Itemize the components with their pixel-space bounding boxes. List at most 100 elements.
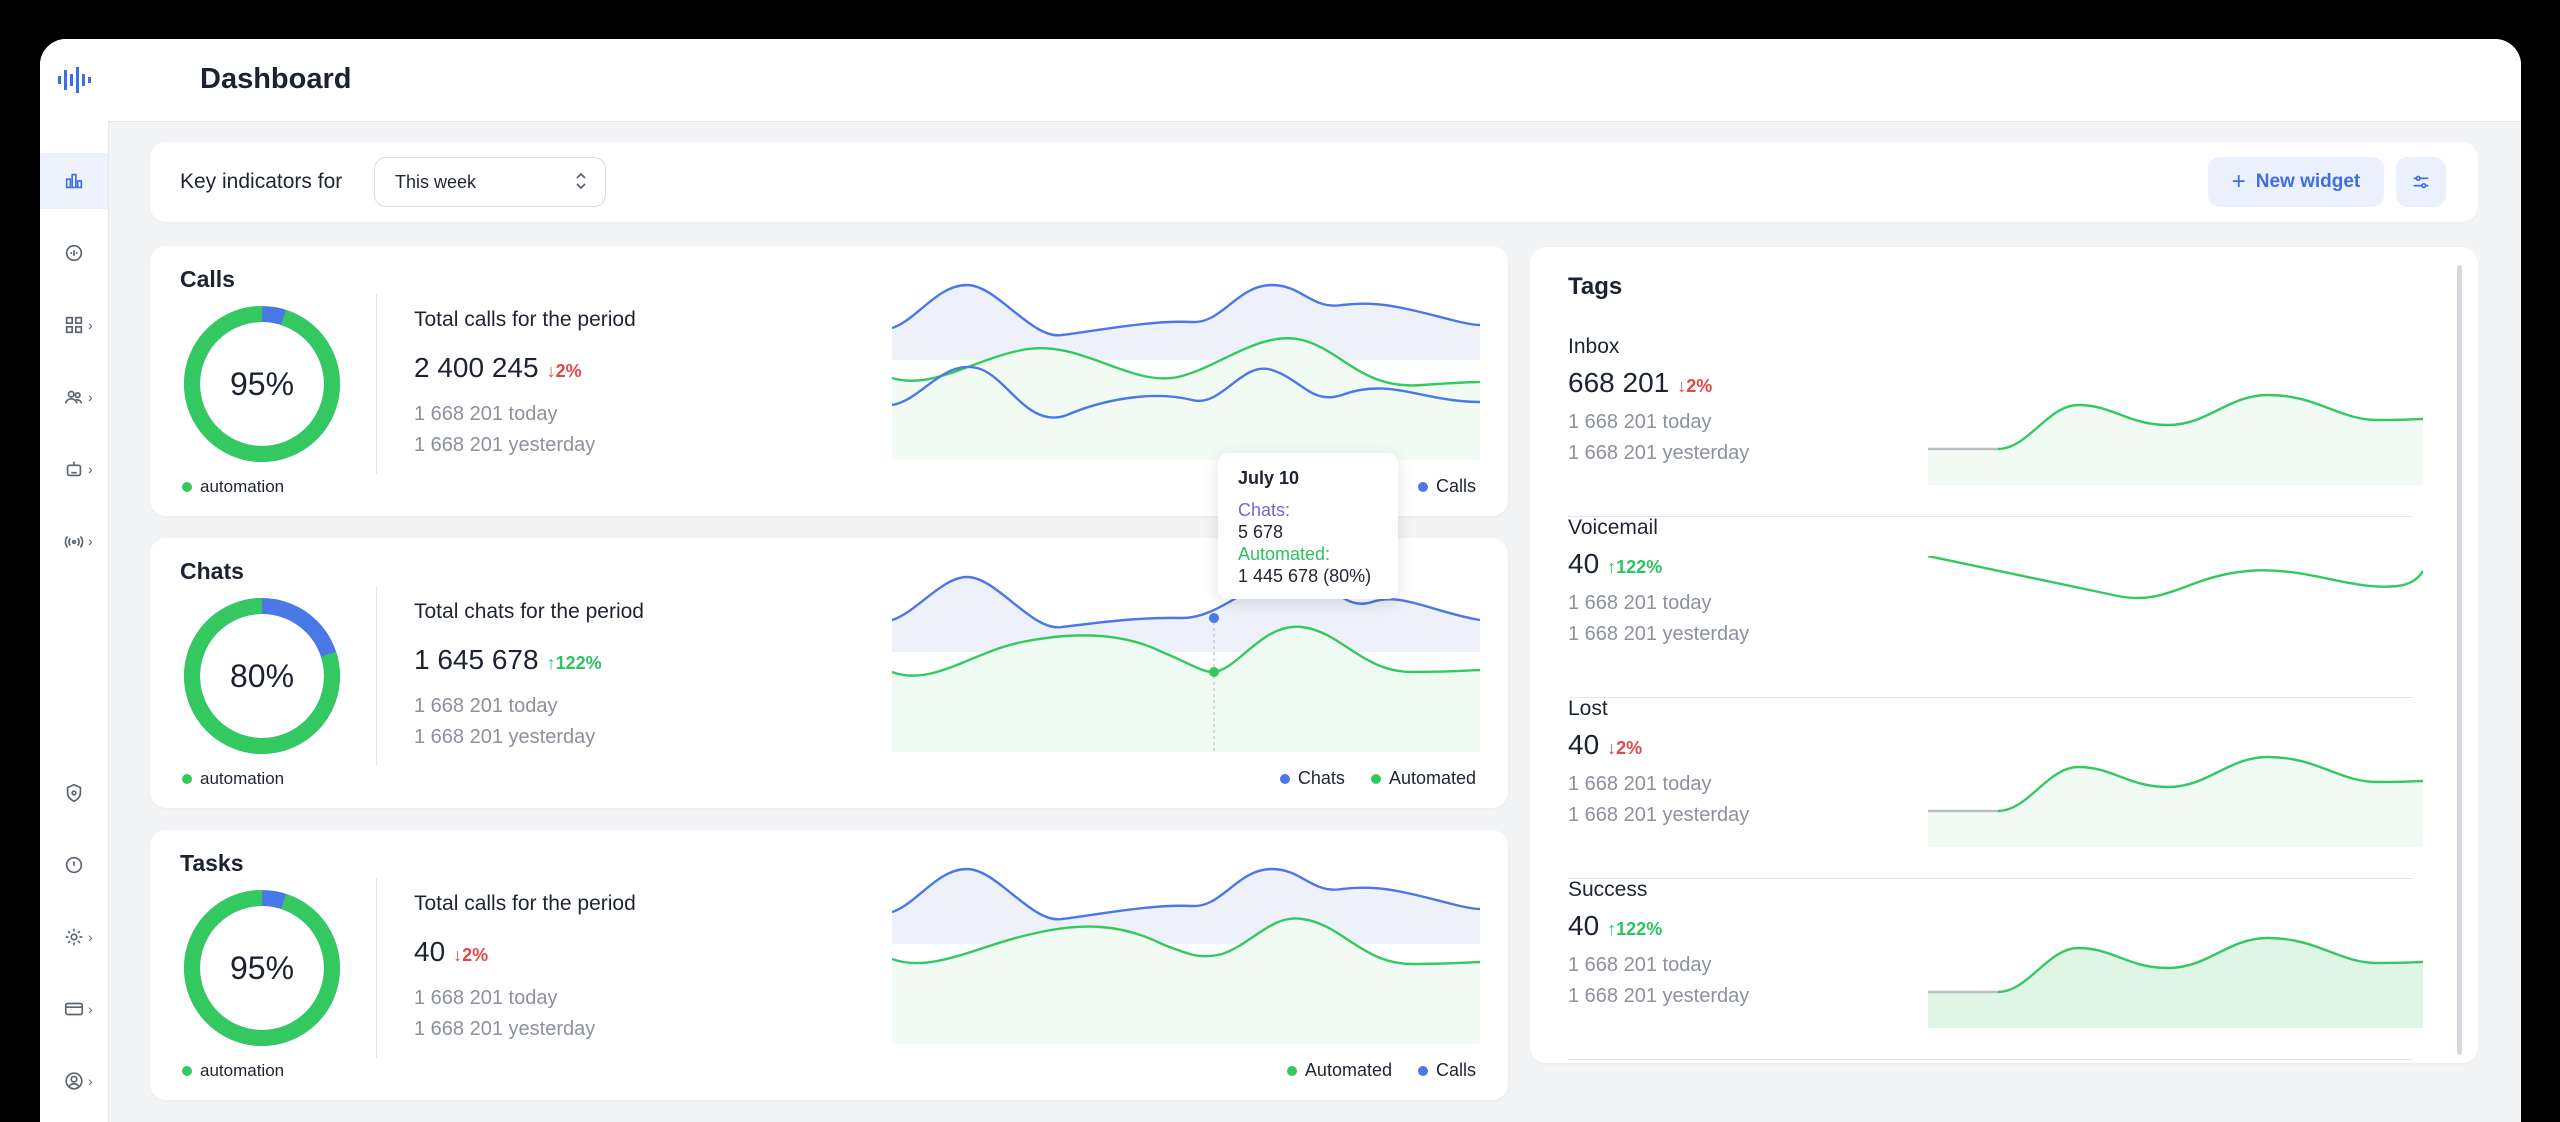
yesterday-value: 1 668 201 yesterday bbox=[1568, 804, 1750, 826]
sidebar-item-security[interactable] bbox=[40, 765, 108, 821]
new-widget-label: New widget bbox=[2255, 171, 2361, 192]
tasks-card: Tasks 95% automation Total calls for the… bbox=[150, 830, 1508, 1100]
donut-percent: 95% bbox=[229, 366, 295, 402]
donut-automation-arc bbox=[184, 890, 340, 1046]
chevron-right-icon: › bbox=[88, 317, 93, 333]
legend-item-automated: Automated bbox=[1370, 768, 1476, 789]
chevron-right-icon: › bbox=[88, 1073, 93, 1089]
delta-badge: ↑122% bbox=[1607, 919, 1663, 939]
bot-icon bbox=[66, 461, 82, 477]
sidebar-item-billing[interactable]: › bbox=[40, 981, 108, 1037]
today-value: 1 668 201 today bbox=[1568, 773, 1712, 795]
yesterday-value: 1 668 201 yesterday bbox=[414, 1018, 596, 1040]
tag-row-success[interactable]: Success 40 ↑122% 1 668 201 today 1 668 20… bbox=[1568, 878, 2423, 1060]
yesterday-value: 1 668 201 yesterday bbox=[1568, 985, 1750, 1007]
legend-item-chats: Chats bbox=[1279, 768, 1345, 789]
sidebar-item-users[interactable]: › bbox=[40, 369, 108, 425]
tag-row-voicemail[interactable]: Voicemail 40 ↑122% 1 668 201 today 1 668 … bbox=[1568, 516, 2423, 698]
tag-row-lost[interactable]: Lost 40 ↓2% 1 668 201 today 1 668 201 yes… bbox=[1568, 697, 2423, 879]
yesterday-value: 1 668 201 yesterday bbox=[414, 434, 596, 456]
yesterday-value: 1 668 201 yesterday bbox=[1568, 623, 1750, 645]
automation-donut bbox=[184, 890, 340, 1046]
automation-legend: automation bbox=[182, 769, 284, 789]
success-sparkline bbox=[1928, 936, 2423, 1028]
today-value: 1 668 201 today bbox=[414, 403, 558, 425]
tag-value: 40 ↓2% bbox=[1568, 729, 1643, 760]
automation-donut bbox=[184, 598, 340, 754]
bar-chart-icon bbox=[65, 173, 83, 189]
tags-panel: Tags Inbox 668 201 ↓2% 1 668 201 today 1 … bbox=[1530, 247, 2478, 1063]
filter-label: Key indicators for bbox=[180, 170, 343, 193]
yesterday-value: 1 668 201 yesterday bbox=[414, 726, 596, 748]
period-label: Total chats for the period bbox=[414, 600, 644, 623]
tags-title: Tags bbox=[1568, 273, 1623, 300]
delta-badge: ↓2% bbox=[1607, 738, 1643, 758]
period-select[interactable]: This week bbox=[374, 157, 606, 207]
new-widget-button[interactable]: + New widget bbox=[2208, 157, 2384, 207]
sidebar-item-profile[interactable]: › bbox=[40, 1053, 108, 1109]
delta-badge: ↑122% bbox=[1607, 557, 1663, 577]
page-title: Dashboard bbox=[200, 63, 352, 95]
card-title: Calls bbox=[180, 266, 235, 292]
info-icon bbox=[65, 856, 83, 874]
chats-trend-chart bbox=[892, 575, 1480, 752]
delta-badge: ↓2% bbox=[453, 945, 489, 965]
tooltip-date: July 10 bbox=[1238, 468, 1300, 488]
tag-name: Success bbox=[1568, 878, 1648, 901]
voicemail-sparkline bbox=[1928, 556, 2423, 600]
filter-settings-button[interactable] bbox=[2396, 157, 2446, 207]
card-title: Chats bbox=[180, 558, 244, 584]
calls-trend-chart bbox=[892, 283, 1480, 460]
tag-value: 668 201 ↓2% bbox=[1568, 367, 1713, 398]
tooltip-automated-label: Automated: bbox=[1238, 544, 1331, 564]
tooltip-chats-value: 5 678 bbox=[1238, 522, 1284, 542]
legend-item-calls: Calls bbox=[1417, 476, 1476, 497]
chart-legend: Calls bbox=[1417, 476, 1476, 497]
chevron-up-down-icon bbox=[576, 172, 586, 190]
tooltip-automated-value: 1 445 678 (80%) bbox=[1238, 566, 1372, 586]
tag-row-inbox[interactable]: Inbox 668 201 ↓2% 1 668 201 today 1 668 2… bbox=[1568, 335, 2423, 517]
sidebar-item-apps[interactable]: › bbox=[40, 297, 108, 353]
grid-icon bbox=[65, 316, 83, 334]
users-icon bbox=[64, 390, 83, 404]
sidebar-item-bot[interactable]: › bbox=[40, 441, 108, 497]
tooltip-chats-label: Chats: bbox=[1238, 500, 1291, 520]
divider bbox=[376, 586, 377, 766]
credit-card-icon bbox=[64, 1002, 84, 1016]
sliders-icon bbox=[2413, 175, 2429, 189]
sidebar-item-help[interactable] bbox=[40, 837, 108, 893]
period-label: Total calls for the period bbox=[414, 892, 636, 915]
today-value: 1 668 201 today bbox=[1568, 954, 1712, 976]
sidebar-item-calls[interactable] bbox=[40, 225, 108, 281]
donut-percent: 95% bbox=[229, 950, 295, 986]
legend-item-calls: Calls bbox=[1417, 1060, 1476, 1081]
divider bbox=[376, 294, 377, 474]
chart-tooltip: July 10 Chats: 5 678 Automated: 1 445 67… bbox=[1218, 453, 1398, 599]
period-select-value: This week bbox=[395, 172, 477, 192]
chart-legend: Automated Calls bbox=[1286, 1060, 1476, 1081]
period-total: 1 645 678 ↑122% bbox=[414, 644, 602, 675]
today-value: 1 668 201 today bbox=[1568, 411, 1712, 433]
donut-automation-arc bbox=[184, 306, 340, 462]
period-label: Total calls for the period bbox=[414, 308, 636, 331]
chevron-right-icon: › bbox=[88, 929, 93, 945]
delta-badge: ↓2% bbox=[1677, 376, 1713, 396]
yesterday-value: 1 668 201 yesterday bbox=[1568, 442, 1750, 464]
chevron-right-icon: › bbox=[88, 1001, 93, 1017]
broadcast-icon bbox=[64, 535, 84, 548]
scrollbar[interactable] bbox=[2457, 265, 2462, 1055]
legend-item-automated: Automated bbox=[1286, 1060, 1392, 1081]
chevron-right-icon: › bbox=[88, 389, 93, 405]
app-window: › › › › › › › bbox=[40, 39, 2521, 1122]
sidebar-item-broadcast[interactable]: › bbox=[40, 513, 108, 569]
donut-percent: 80% bbox=[229, 658, 295, 694]
sidebar-item-settings[interactable]: › bbox=[40, 909, 108, 965]
sidebar-item-dashboard[interactable] bbox=[40, 153, 108, 209]
top-bar: Dashboard bbox=[108, 39, 2521, 122]
tag-value: 40 ↑122% bbox=[1568, 548, 1663, 579]
user-circle-icon bbox=[65, 1072, 83, 1090]
tag-name: Inbox bbox=[1568, 335, 1620, 358]
sidebar: › › › › › › › bbox=[40, 39, 109, 1122]
gear-icon bbox=[65, 928, 83, 946]
tag-name: Voicemail bbox=[1568, 516, 1658, 539]
